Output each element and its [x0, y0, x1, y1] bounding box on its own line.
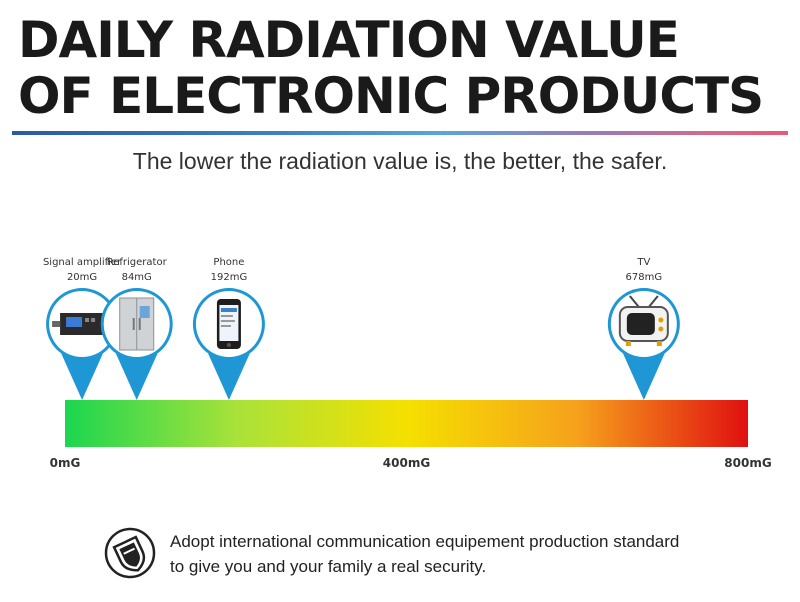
radiation-gradient-bar: [65, 400, 748, 447]
item-label-phone: Phone 192mG: [211, 255, 248, 285]
footer-line-2: to give you and your family a real secur…: [170, 557, 487, 576]
title-line-1: DAILY RADIATION VALUE: [18, 11, 680, 69]
item-label-refrigerator: Refrigerator 84mG: [107, 255, 167, 285]
pins-layer: [46, 288, 680, 400]
tick-label: 0mG: [49, 456, 81, 470]
item-value: 192mG: [210, 272, 248, 283]
item-value: 84mG: [121, 272, 152, 283]
pin-pointer: [61, 353, 103, 400]
item-value: 678mG: [625, 272, 663, 283]
item-name: Phone: [213, 257, 245, 268]
title-divider: [12, 131, 788, 135]
pin-marker-tv: [607, 288, 680, 400]
item-label-tv: TV 678mG: [626, 255, 663, 285]
refrigerator-icon: [119, 297, 155, 351]
subtitle: The lower the radiation value is, the be…: [132, 148, 668, 174]
tv-icon: [618, 295, 669, 346]
footer-text: Adopt international communication equipe…: [170, 529, 679, 579]
shield-icon: [104, 527, 156, 579]
tick-label: 400mG: [382, 456, 431, 470]
tick-label: 800mG: [724, 456, 772, 470]
footer-line-1: Adopt international communication equipe…: [170, 532, 680, 551]
pin-pointer: [115, 353, 158, 400]
item-name: Refrigerator: [106, 257, 167, 268]
phone-icon: [216, 299, 241, 349]
pin-marker-signal-amplifier: [46, 288, 119, 400]
pin-marker-phone: [192, 288, 265, 400]
page-title: DAILY RADIATION VALUE OF ELECTRONIC PROD…: [18, 11, 764, 125]
item-value: 20mG: [66, 272, 98, 283]
pin-marker-refrigerator: [100, 288, 173, 400]
item-name: TV: [637, 257, 651, 268]
pin-pointer: [208, 353, 250, 400]
item-label-signal-amplifier: Signal amplifier 20mG: [43, 255, 121, 285]
title-line-2: OF ELECTRONIC PRODUCTS: [18, 67, 764, 125]
item-name: Signal amplifier: [42, 257, 122, 268]
pin-pointer: [622, 353, 665, 400]
